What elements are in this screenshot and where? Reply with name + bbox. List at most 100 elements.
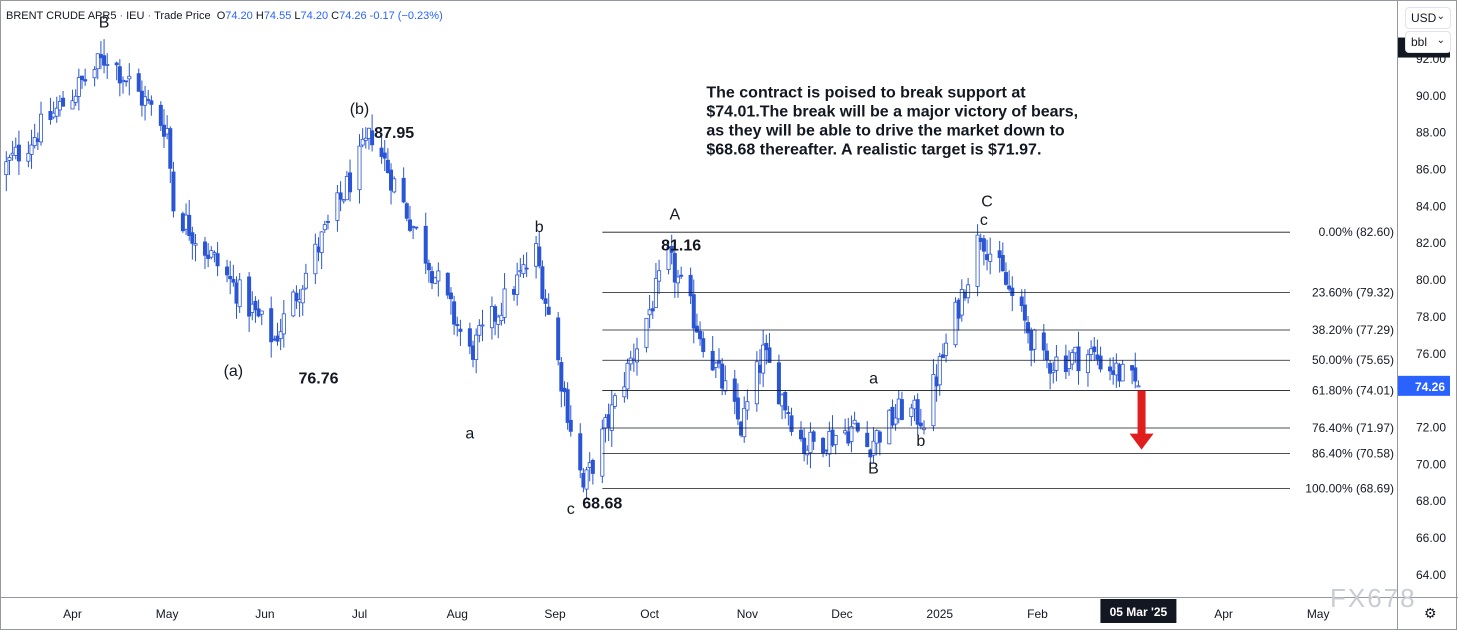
candle-body: [937, 356, 942, 386]
candle-body: [16, 144, 21, 162]
candle-body: [272, 338, 277, 341]
candle-body: [1085, 354, 1090, 374]
candle-body: [458, 328, 463, 332]
down-arrow-shaft: [1137, 390, 1146, 436]
candle-body: [474, 334, 479, 360]
fib-label: 61.80% (74.01): [1312, 383, 1394, 397]
candle-body: [650, 308, 655, 312]
candle-body: [411, 225, 416, 228]
last-price-badge: [1398, 375, 1450, 396]
candle-body: [559, 362, 564, 392]
candle-body: [600, 428, 605, 477]
candle-body: [256, 308, 261, 317]
candle-body: [423, 225, 428, 264]
candle-body: [691, 294, 696, 329]
fib-label: 50.00% (75.65): [1312, 353, 1394, 367]
candle-body: [187, 214, 192, 236]
candle-body: [322, 224, 327, 231]
candle-body: [117, 66, 122, 84]
candle-body: [890, 406, 895, 426]
candle-body: [190, 232, 195, 244]
candle-body: [874, 430, 879, 444]
x-tick-label: Sep: [544, 607, 566, 621]
candle-body: [493, 306, 498, 322]
candle-body: [193, 243, 198, 246]
high-label: H: [255, 10, 264, 22]
candle-body: [735, 397, 740, 420]
candle-body: [720, 363, 725, 389]
candle-body: [824, 449, 829, 452]
candle-body: [767, 347, 772, 363]
candle-body: [764, 342, 769, 351]
candle-body: [524, 267, 529, 270]
wave-label: C: [981, 193, 993, 210]
fib-label: 100.00% (68.69): [1305, 481, 1394, 495]
y-tick-label: 78.00: [1416, 310, 1446, 324]
price-badge-label: 74.26: [1415, 380, 1445, 394]
candle-body: [237, 279, 242, 308]
x-tick-label: 2025: [926, 607, 953, 621]
low-label: L: [294, 10, 301, 22]
change-value: -0.17 (−0.23%): [369, 10, 443, 22]
candle-body: [1063, 355, 1068, 373]
y-tick-label: 66.00: [1416, 531, 1446, 545]
candle-body: [940, 354, 945, 359]
candle-body: [754, 361, 759, 405]
candle-body: [1098, 355, 1103, 370]
candle-body: [1095, 354, 1100, 360]
candle-body: [4, 161, 9, 176]
wave-label: c: [567, 501, 575, 518]
candle-body: [657, 270, 662, 282]
candle-body: [966, 284, 971, 299]
candle-body: [578, 433, 583, 471]
candle-body: [877, 431, 882, 443]
y-tick-label: 90.00: [1416, 89, 1446, 103]
candle-body: [789, 415, 794, 432]
x-tick-label: Jun: [255, 607, 274, 621]
candle-body: [698, 330, 703, 340]
candle-body: [161, 124, 166, 137]
candle-body: [669, 246, 674, 253]
candle-body: [234, 282, 239, 304]
currency-select[interactable]: USD ⌄: [1405, 7, 1451, 29]
candle-body: [975, 234, 980, 287]
candle-body: [407, 219, 412, 231]
candle-body: [51, 112, 56, 118]
candle-body: [1000, 255, 1005, 272]
candle-body: [206, 254, 211, 259]
candle-body: [105, 64, 110, 66]
candle-body: [1111, 370, 1116, 375]
candle-body: [1117, 364, 1122, 382]
wave-label: B: [99, 15, 110, 32]
candle-body: [672, 253, 677, 283]
candle-body: [489, 305, 494, 329]
candle-body: [404, 203, 409, 219]
candle-body: [168, 128, 173, 169]
candle-body: [739, 421, 744, 436]
unit-select[interactable]: bbl ⌄: [1405, 31, 1451, 53]
candle-body: [401, 177, 406, 203]
x-tick-label: May: [1307, 607, 1330, 621]
candle-body: [830, 429, 835, 446]
close-value: 74.26: [339, 10, 367, 22]
fib-label: 38.20% (77.29): [1312, 323, 1394, 337]
candle-body: [76, 77, 81, 97]
candle-body: [635, 348, 640, 363]
candle-body: [1003, 272, 1008, 285]
candle-body: [1048, 362, 1053, 374]
candle-body: [1089, 348, 1094, 355]
candle-body: [215, 253, 220, 267]
fib-label: 23.60% (79.32): [1312, 286, 1394, 300]
crosshair-date-label: 05 Mar '25: [1110, 605, 1168, 619]
candle-body: [833, 434, 838, 445]
y-tick-label: 76.00: [1416, 347, 1446, 361]
candle-body: [1120, 363, 1125, 382]
candle-body: [303, 272, 308, 289]
candle-body: [344, 175, 349, 201]
candle-body: [146, 99, 151, 101]
candle-body: [981, 238, 986, 252]
x-tick-label: Apr: [1214, 607, 1233, 621]
gear-icon[interactable]: ⚙: [1424, 605, 1437, 621]
symbol-name[interactable]: BRENT CRUDE APR5: [6, 10, 117, 22]
